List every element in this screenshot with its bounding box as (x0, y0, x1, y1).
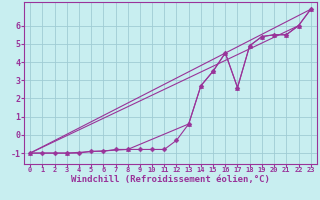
X-axis label: Windchill (Refroidissement éolien,°C): Windchill (Refroidissement éolien,°C) (71, 175, 270, 184)
